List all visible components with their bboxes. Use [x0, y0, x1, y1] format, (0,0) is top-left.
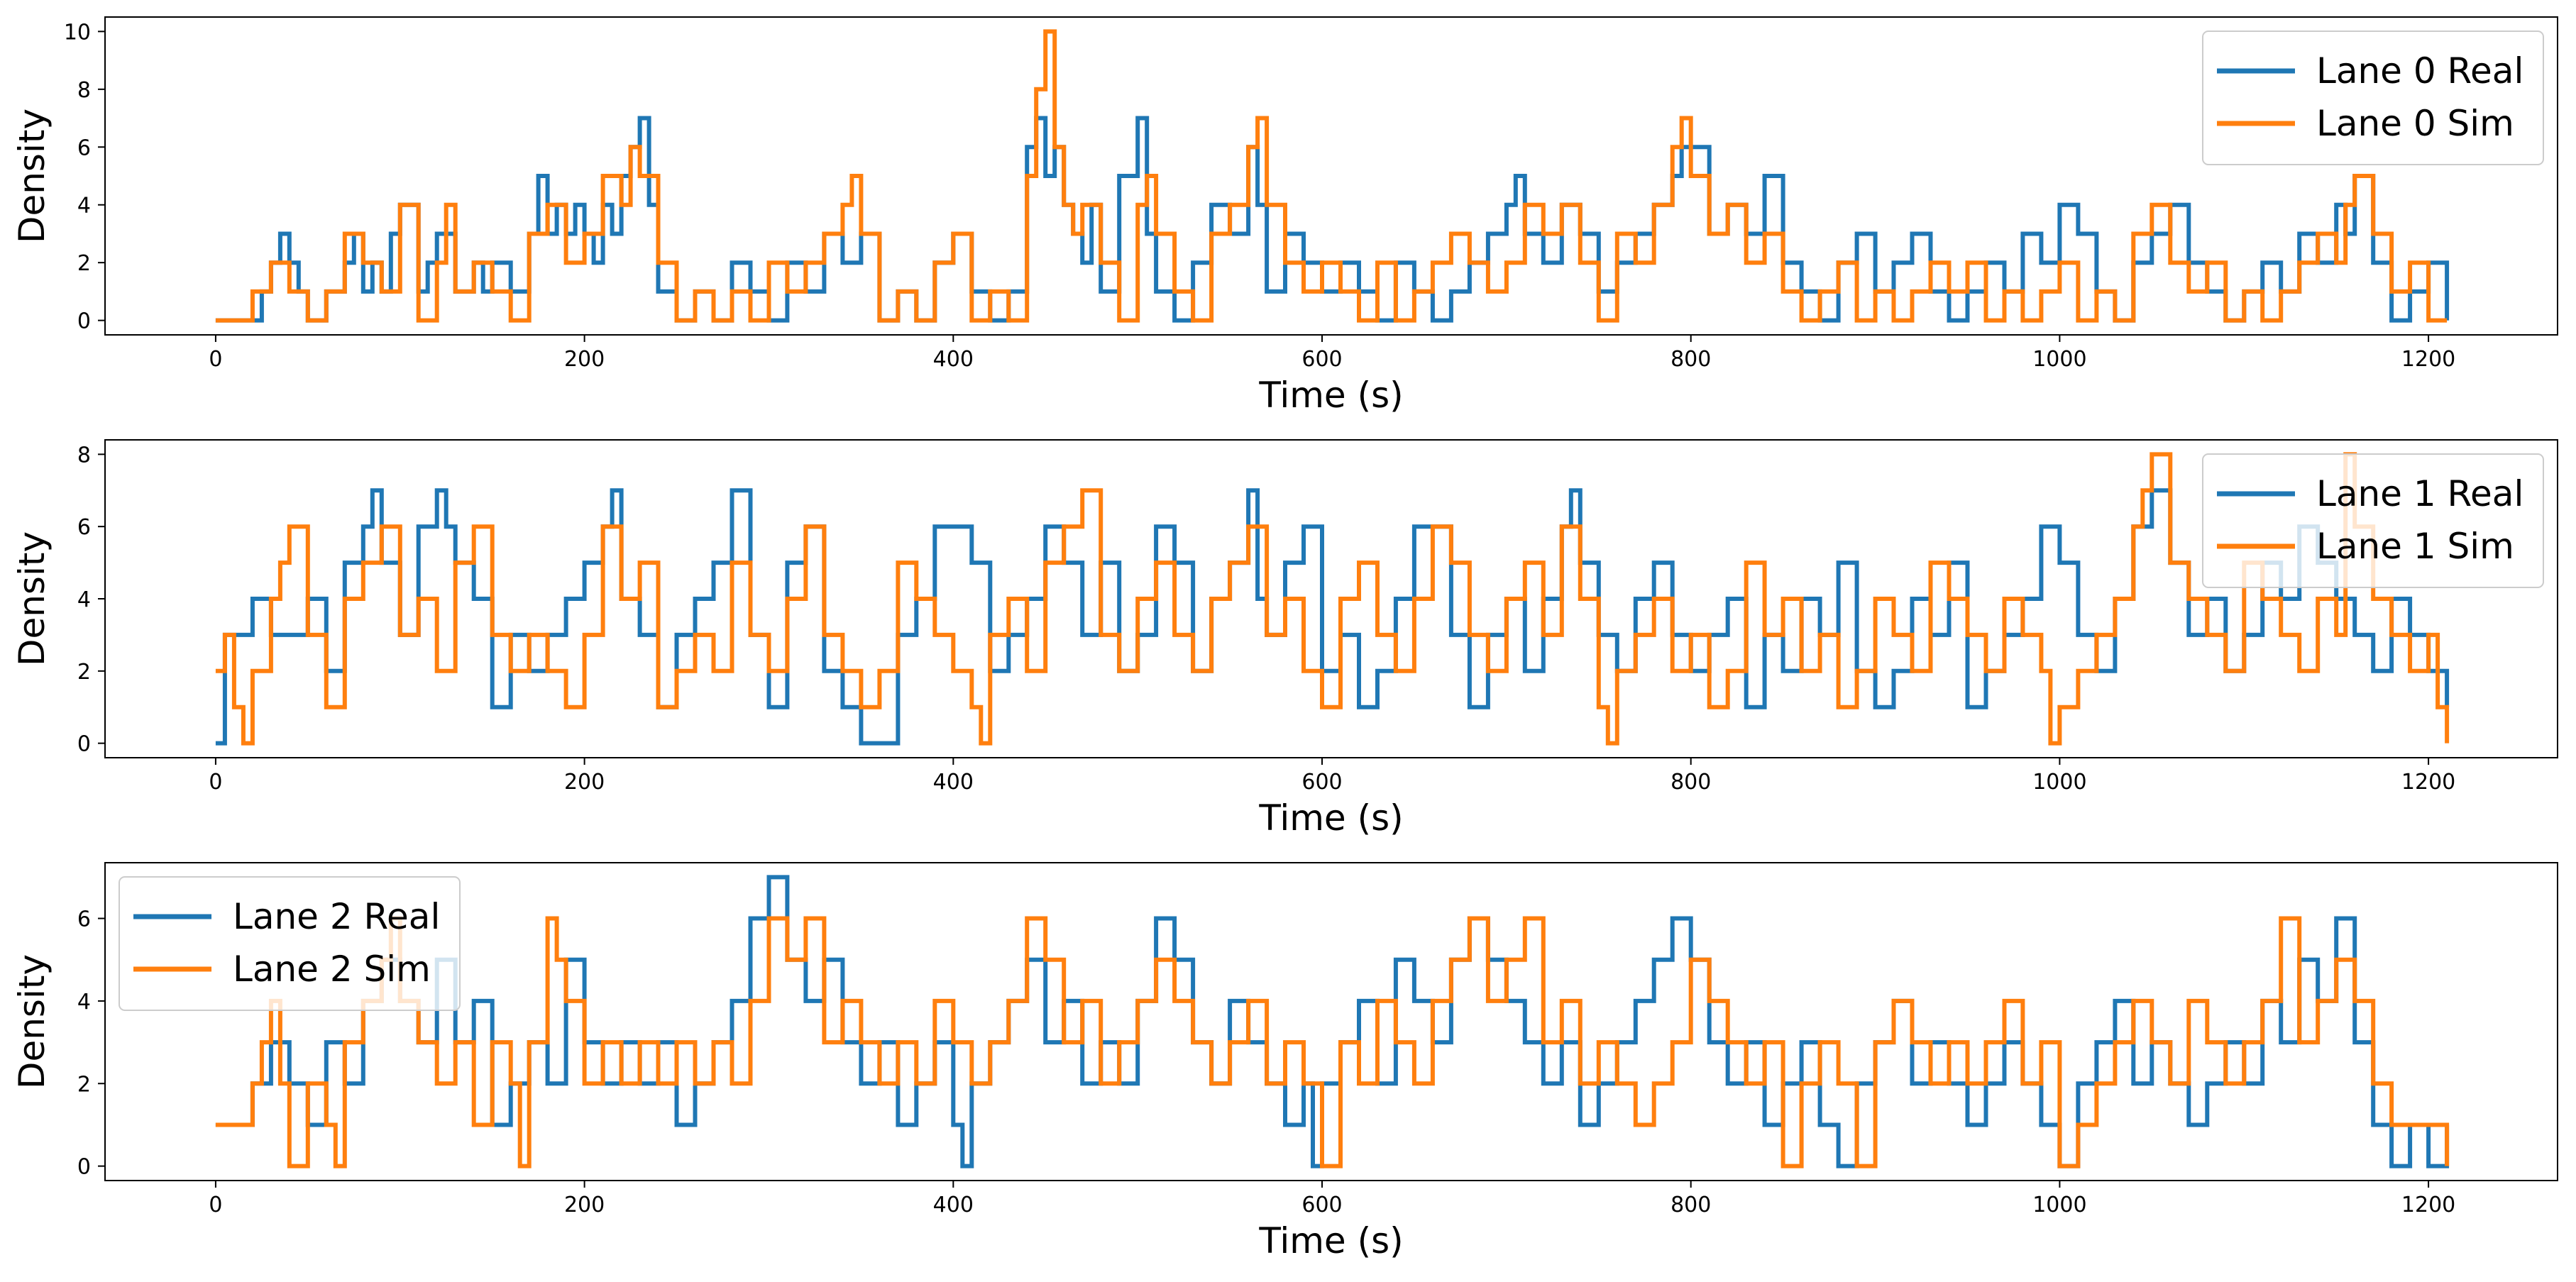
legend-label: Lane 2 Real — [233, 896, 440, 937]
x-tick-label: 0 — [209, 770, 222, 795]
legend-box — [2202, 453, 2544, 588]
x-tick-label: 1000 — [2032, 347, 2086, 372]
x-tick-label: 1200 — [2401, 1193, 2455, 1217]
series-line-lane-1-real — [215, 488, 2450, 746]
x-tick-label: 1000 — [2032, 770, 2086, 795]
y-tick-label: 8 — [77, 443, 91, 468]
x-tick-label: 1000 — [2032, 1193, 2086, 1217]
legend-label: Lane 1 Real — [2316, 473, 2523, 514]
legend-box — [2202, 31, 2544, 165]
y-tick-label: 4 — [77, 587, 91, 612]
x-axis-label: Time (s) — [1258, 797, 1403, 839]
y-tick-label: 4 — [77, 990, 91, 1015]
series-line-lane-0-sim — [215, 29, 2448, 323]
subplot-0: 0 200 400 600 800 1000 1200 0 2 4 6 8 10 Time (s) Dens… — [11, 16, 2558, 416]
series-group — [215, 452, 2450, 746]
x-tick-label: 600 — [1301, 1193, 1342, 1217]
y-axis-label: Density — [11, 954, 53, 1089]
x-tick-label: 400 — [933, 770, 974, 795]
x-axis-label: Time (s) — [1258, 1220, 1403, 1261]
y-tick-label: 0 — [77, 732, 91, 757]
x-tick-label: 0 — [209, 347, 222, 372]
series-group — [215, 29, 2450, 323]
x-tick-label: 600 — [1301, 347, 1342, 372]
x-tick-label: 800 — [1670, 770, 1711, 795]
axes-frame — [104, 16, 2558, 336]
legend: Lane 2 Real Lane 2 Sim — [119, 876, 461, 1011]
subplot-1: 0 200 400 600 800 1000 1200 0 2 4 6 8 Time (s) Densit… — [11, 439, 2558, 839]
y-tick-label: 2 — [77, 1072, 91, 1097]
series-line-lane-2-sim — [215, 916, 2450, 1168]
legend: Lane 1 Real Lane 1 Sim — [2202, 453, 2544, 588]
legend-label: Lane 0 Sim — [2316, 103, 2514, 144]
y-tick-label: 2 — [77, 251, 91, 276]
y-tick-label: 0 — [77, 309, 91, 334]
x-tick-label: 200 — [564, 770, 605, 795]
subplot-2: 0 200 400 600 800 1000 1200 0 2 4 6 Time (s) Density… — [11, 862, 2558, 1261]
x-tick-label: 1200 — [2401, 347, 2455, 372]
y-axis-label: Density — [11, 109, 53, 243]
y-axis-label: Density — [11, 531, 53, 666]
x-axis-label: Time (s) — [1258, 375, 1403, 416]
y-tick-label: 6 — [77, 136, 91, 160]
x-tick-label: 200 — [564, 347, 605, 372]
legend-label: Lane 0 Real — [2316, 50, 2523, 92]
y-tick-label: 4 — [77, 194, 91, 219]
legend-label: Lane 1 Sim — [2316, 526, 2514, 567]
x-tick-label: 800 — [1670, 347, 1711, 372]
x-tick-label: 400 — [933, 347, 974, 372]
x-tick-label: 400 — [933, 1193, 974, 1217]
legend-box — [119, 876, 461, 1011]
x-tick-label: 800 — [1670, 1193, 1711, 1217]
y-tick-label: 6 — [77, 515, 91, 540]
y-tick-label: 2 — [77, 660, 91, 685]
y-tick-label: 6 — [77, 907, 91, 932]
axes-frame — [104, 862, 2558, 1181]
series-line-lane-1-sim — [215, 452, 2450, 746]
y-tick-label: 8 — [77, 78, 91, 103]
x-tick-label: 0 — [209, 1193, 222, 1217]
x-tick-label: 600 — [1301, 770, 1342, 795]
legend-label: Lane 2 Sim — [233, 949, 431, 990]
series-group — [215, 875, 2450, 1168]
y-tick-label: 0 — [77, 1155, 91, 1180]
x-tick-label: 1200 — [2401, 770, 2455, 795]
x-tick-label: 200 — [564, 1193, 605, 1217]
y-tick-label: 10 — [64, 20, 91, 45]
legend: Lane 0 Real Lane 0 Sim — [2202, 31, 2544, 165]
